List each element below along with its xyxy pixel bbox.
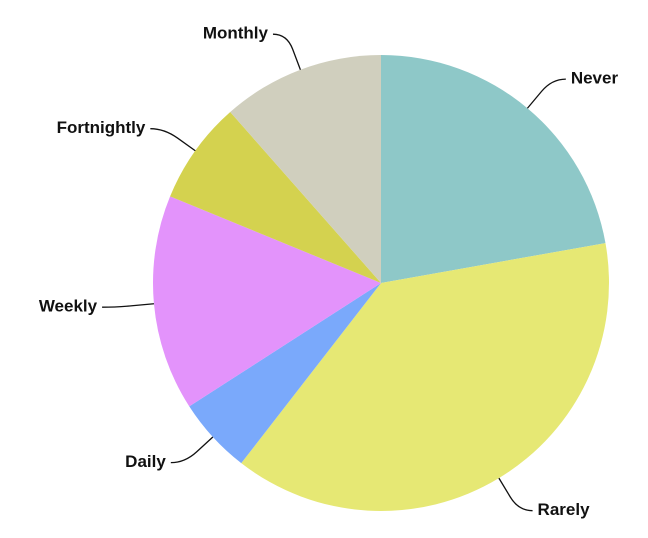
pie-slice — [153, 196, 381, 407]
leader-line — [526, 78, 566, 109]
slice-label: Fortnightly — [57, 118, 146, 137]
leader-line — [170, 436, 214, 464]
pie-slice — [170, 111, 381, 284]
slice-label: Daily — [125, 452, 166, 471]
pie-slice — [241, 243, 609, 512]
leader-line — [102, 303, 155, 308]
pie-slice — [189, 283, 381, 464]
slice-label: Never — [571, 69, 619, 88]
leader-line — [150, 128, 196, 152]
slice-label: Monthly — [203, 24, 269, 43]
pie-slice — [381, 55, 606, 283]
leader-line — [498, 477, 533, 512]
pie-slice — [230, 55, 381, 283]
slice-label: Weekly — [39, 297, 98, 316]
slice-label: Rarely — [538, 500, 591, 519]
leader-line — [272, 33, 302, 70]
